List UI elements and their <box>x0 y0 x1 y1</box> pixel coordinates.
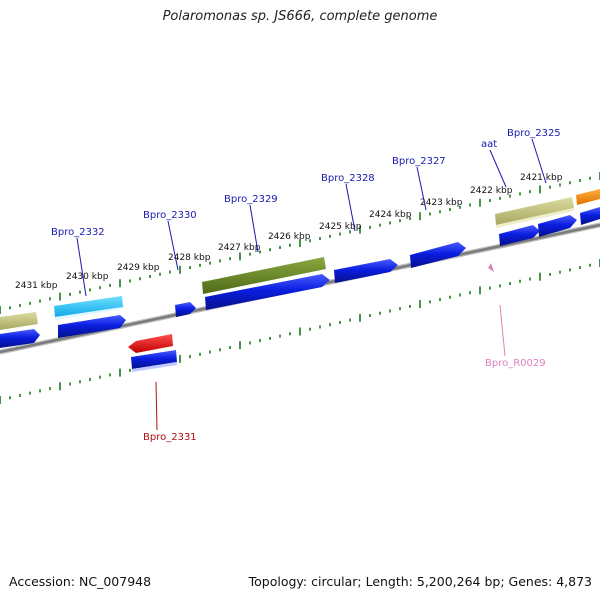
genome-summary-text: Topology: circular; Length: 5,200,264 bp… <box>248 574 592 589</box>
feature-bpro-r0029[interactable] <box>488 263 494 272</box>
feature-bpro-2331[interactable] <box>128 334 177 372</box>
feature-bpro-2332[interactable] <box>54 296 123 320</box>
tick-label: 2421 kbp <box>520 173 563 183</box>
gene-label-leader <box>167 220 179 271</box>
tick-label: 2425 kbp <box>319 222 362 232</box>
feature-bpro-2329[interactable] <box>202 257 326 294</box>
cds-row[interactable] <box>0 207 600 348</box>
lower-scale-ticks <box>0 259 600 404</box>
gene-label[interactable]: Bpro_2327 <box>392 156 446 167</box>
map-title: Polaromonas sp. JS666, complete genome <box>162 9 438 24</box>
gene-label[interactable]: Bpro_2331 <box>143 432 197 443</box>
tick-label: 2422 kbp <box>470 186 513 196</box>
gene-label[interactable]: Bpro_2329 <box>224 194 278 205</box>
gene-label[interactable]: Bpro_R0029 <box>485 358 546 369</box>
tick-label: 2427 kbp <box>218 243 261 253</box>
gene-label-leader <box>155 381 158 431</box>
feature-aat[interactable] <box>495 197 574 228</box>
tick-label: 2423 kbp <box>420 198 463 208</box>
accession-text: Accession: NC_007948 <box>9 574 152 589</box>
gene-label[interactable]: Bpro_2330 <box>143 210 197 221</box>
gene-label-leader <box>76 237 87 297</box>
gene-label-leader <box>531 138 547 184</box>
tick-label: 2429 kbp <box>117 263 160 273</box>
gene-label-leader <box>499 304 506 357</box>
upper-scale-ticks <box>0 172 600 314</box>
scale-tick-labels: 2431 kbp 2430 kbp 2429 kbp 2428 kbp 2427 kbp… <box>15 173 563 291</box>
gene-label[interactable]: aat <box>481 139 497 150</box>
tick-label: 2428 kbp <box>168 253 211 263</box>
gene-label-leader <box>489 149 507 188</box>
tick-label: 2426 kbp <box>268 232 311 242</box>
gene-label[interactable]: Bpro_2328 <box>321 173 375 184</box>
tick-label: 2424 kbp <box>369 210 412 220</box>
gene-label-leader <box>249 204 259 253</box>
feature-olive-left[interactable] <box>0 312 38 330</box>
gene-label[interactable]: Bpro_2332 <box>51 227 105 238</box>
tick-label: 2430 kbp <box>66 272 109 282</box>
gene-label-leader <box>345 183 356 232</box>
gene-label-leader <box>416 166 427 211</box>
gene-label[interactable]: Bpro_2325 <box>507 128 561 139</box>
tick-label: 2431 kbp <box>15 281 58 291</box>
feature-orange-right[interactable] <box>576 189 600 205</box>
gene-labels: Bpro_2332 Bpro_2330 Bpro_2329 Bpro_2328 Bpro… <box>51 128 561 443</box>
